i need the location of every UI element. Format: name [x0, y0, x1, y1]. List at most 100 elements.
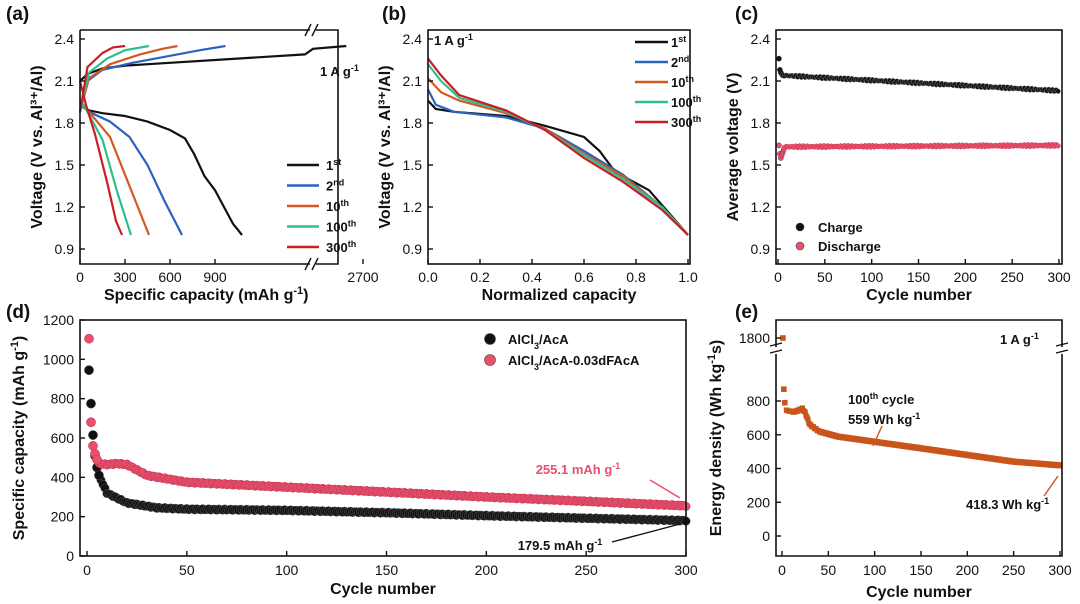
x-tick-label: 0 [76, 269, 84, 285]
point-AlCl3/AcA [88, 430, 98, 440]
legend-10th-label: 10th [671, 74, 694, 90]
panel-d-arrow-red [649, 479, 681, 499]
y-tick-label: 600 [747, 427, 771, 443]
point-Discharge [776, 142, 782, 149]
point-energy-density [786, 408, 793, 414]
panel-c-xlabel: Cycle number [866, 287, 972, 304]
y-tick-label: 200 [51, 509, 75, 525]
panel-c: (c) 0.9 1.2 1.5 1.8 2.1 2.4 0 50 100 150 200 250 300… [725, 4, 1071, 304]
panel-b-xlabel: Normalized capacity [482, 287, 637, 304]
point-energy-density [802, 409, 808, 415]
panel-e-arrow-418 [1043, 475, 1059, 497]
x-tick-label: 200 [954, 269, 978, 285]
legend-AlCl3/AcA-label: AlCl3/AcA [508, 332, 569, 351]
series-2nd-line [427, 88, 689, 236]
y-tick-label: 2.4 [403, 31, 423, 47]
x-tick-label: 0.2 [470, 269, 490, 285]
panel-a-ticks: 0.9 1.2 1.5 1.8 2.1 2.4 0 300 600 900 2700 [55, 31, 379, 285]
legend-300th-label: 300th [326, 239, 356, 255]
x-tick-label: 0.4 [522, 269, 542, 285]
panel-d-legend: AlCl3/AcA AlCl3/AcA-0.03dFAcA [484, 332, 640, 372]
panel-d-arrow-black [611, 523, 681, 543]
y-tick-label: 200 [747, 494, 771, 510]
panel-a-lines [78, 44, 347, 236]
panel-b: (b) 0.9 1.2 1.5 1.8 2.1 2.4 0.0 0.2 0.4 0.6 0.8 1.0… [377, 4, 701, 304]
x-tick-label: 0.0 [418, 269, 438, 285]
legend-100th-label: 100th [671, 94, 701, 110]
x-tick-label: 1.0 [678, 269, 698, 285]
y-tick-label: 600 [51, 430, 75, 446]
panel-a-xlabel: Specific capacity (mAh g-1) [104, 285, 309, 304]
y-tick-label: 1.2 [55, 199, 75, 215]
panel-d-ylabel: Specific capacity (mAh g-1) [9, 336, 28, 541]
y-tick-label: 0 [66, 548, 74, 564]
legend-AlCl3/AcA-0.03dFAcA-label: AlCl3/AcA-0.03dFAcA [508, 353, 640, 372]
panel-c-legend: Charge Discharge [795, 220, 881, 254]
series-100th-line [427, 63, 689, 236]
y-tick-label: 0.9 [403, 241, 423, 257]
series-1st-line [427, 99, 689, 236]
x-tick-label: 150 [909, 562, 933, 578]
y-tick-label: 1.8 [55, 115, 75, 131]
y-tick-label: 800 [747, 393, 771, 409]
x-tick-label: 0 [774, 269, 782, 285]
point-AlCl3/AcA-0.03dFAcA [84, 333, 94, 344]
panel-a-frame [79, 29, 339, 265]
series-100th-discharge-line [79, 99, 133, 236]
panel-d-ticks: 0 200 400 600 800 1000 1200 0 50 100 150 200 250 300 [43, 312, 698, 578]
panel-d-frame [79, 319, 687, 557]
y-tick-label: 1.5 [751, 157, 771, 173]
x-tick-label: 150 [375, 562, 399, 578]
panel-d-annotation-black: 179.5 mAh g-1 [518, 537, 603, 553]
point-AlCl3/AcA [86, 398, 96, 409]
y-tick-label: 1800 [739, 330, 770, 346]
y-tick-label: 0.9 [55, 241, 75, 257]
point-AlCl3/AcA [84, 365, 94, 375]
point-energy-density [1057, 462, 1063, 468]
point-energy-density [780, 335, 786, 341]
panel-c-ylabel: Average voltage (V) [725, 73, 742, 222]
x-tick-label: 50 [179, 562, 195, 578]
panel-b-lines [427, 57, 689, 236]
y-tick-label: 1.8 [751, 115, 771, 131]
x-tick-label: 100 [275, 562, 299, 578]
point-AlCl3/AcA-0.03dFAcA [86, 417, 96, 428]
panel-b-label: (b) [382, 4, 406, 25]
x-tick-label: 200 [956, 562, 980, 578]
y-tick-label: 1.5 [55, 157, 75, 173]
y-tick-label: 1.2 [403, 199, 423, 215]
series-1st-discharge-line [79, 100, 243, 236]
x-tick-label: 600 [158, 269, 182, 285]
panel-b-ylabel: Voltage (V vs. Al³⁺/Al) [377, 65, 394, 228]
x-tick-label: 100 [863, 562, 887, 578]
panel-a-legend: 1st 2nd 10th 100th 300th [287, 157, 356, 255]
panel-a-ylabel: Voltage (V vs. Al³⁺/Al) [29, 65, 46, 228]
y-tick-label: 1.8 [403, 115, 423, 131]
y-tick-label: 2.1 [751, 73, 771, 89]
x-tick-label: 2700 [347, 269, 378, 285]
x-tick-label: 0.6 [574, 269, 594, 285]
series-300th-line [427, 57, 689, 236]
x-tick-label: 50 [817, 269, 833, 285]
panel-d-xlabel: Cycle number [330, 581, 436, 598]
legend-1st-label: 1st [326, 157, 341, 173]
x-tick-label: 300 [674, 562, 698, 578]
legend-Charge-marker [795, 222, 805, 232]
y-tick-label: 1200 [43, 312, 74, 328]
legend-100th-label: 100th [326, 219, 356, 235]
y-tick-label: 2.1 [55, 73, 75, 89]
panel-b-rate-note: 1 A g-1 [434, 32, 473, 48]
x-tick-label: 0 [83, 562, 91, 578]
y-tick-label: 1000 [43, 351, 74, 367]
point-AlCl3/AcA-0.03dFAcA [92, 454, 102, 465]
x-tick-label: 300 [113, 269, 137, 285]
series-10th-charge-line [78, 44, 178, 113]
panel-e-marks [780, 335, 1063, 469]
panel-e-xlabel: Cycle number [866, 584, 972, 601]
panel-e-annotation-418: 418.3 Wh kg-1 [966, 496, 1049, 512]
panel-b-frame [427, 29, 691, 265]
panel-a-label: (a) [6, 4, 29, 25]
legend-1st-label: 1st [671, 34, 686, 50]
panel-e-rate-note: 1 A g-1 [1000, 331, 1039, 347]
x-tick-label: 100 [860, 269, 884, 285]
